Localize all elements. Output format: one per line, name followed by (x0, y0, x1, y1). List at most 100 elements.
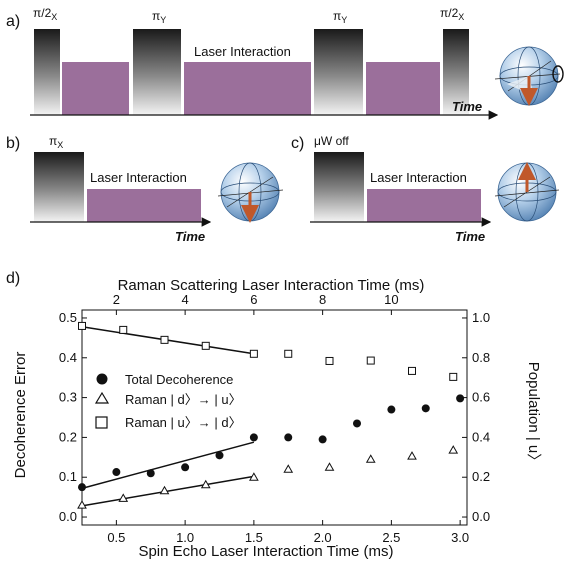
data-point-d-to-u (200, 479, 211, 489)
interaction-block-b (87, 189, 201, 222)
data-point-u-to-d (78, 321, 86, 330)
legend: Total Decoherence Raman | d〉→ | u〉 Raman… (94, 372, 242, 430)
data-point-total (181, 463, 190, 472)
y-right-tick-label: 0.6 (472, 390, 490, 405)
data-point-total (456, 394, 465, 403)
interaction-block-a2 (184, 62, 311, 115)
panel-c: c) μW off Laser Interaction Time (291, 134, 560, 244)
x-tick-label: 2.5 (382, 530, 400, 545)
pulse-pi-y-2 (314, 29, 363, 115)
data-point-total (318, 435, 327, 444)
interaction-block-a1 (62, 62, 129, 115)
panel-b-letter: b) (6, 135, 20, 152)
data-point-d-to-u (448, 445, 459, 454)
data-point-total (249, 433, 258, 442)
pulse-pi-half-x-1 (34, 29, 60, 115)
data-point-total (387, 405, 396, 414)
data-point-d-to-u (365, 454, 376, 463)
y-tick-label: 0.1 (59, 469, 77, 484)
bloch-sphere-a (494, 46, 564, 106)
legend-marker-d-to-u (94, 391, 110, 404)
y-right-tick-label: 0.0 (472, 509, 490, 524)
panel-d: d) 0.5 1.0 1.5 2.0 2.5 3.02 4 6 8 100.00.10.20.30… (6, 270, 542, 560)
y-right-tick-label: 1.0 (472, 310, 490, 325)
data-point-u-to-d (249, 349, 258, 358)
data-point-total (421, 404, 430, 413)
data-point-d-to-u (77, 500, 87, 509)
y-right-tick-label: 0.4 (472, 429, 490, 444)
interaction-label-b: Laser Interaction (90, 170, 187, 185)
x-top-axis-title: Raman Scattering Laser Interaction Time … (118, 277, 425, 294)
y-axis-title: Decoherence Error (12, 352, 29, 479)
bloch-sphere-c (494, 162, 560, 222)
x-axis-title: Spin Echo Laser Interaction Time (ms) (138, 543, 393, 560)
panel-d-letter: d) (6, 270, 20, 287)
data-point-u-to-d (119, 325, 128, 334)
pulse-label-c: μW off (314, 134, 349, 148)
x-tick-label: 1.0 (176, 530, 194, 545)
pulse-uw-off-c (314, 152, 364, 222)
y-tick-label: 0.0 (59, 509, 77, 524)
pulse-label-a2: πY (152, 9, 166, 25)
rotation-icon (552, 65, 564, 83)
panel-a: a) π/2X πY πY π/2X Laser Interaction Tim… (6, 6, 564, 120)
data-point-d-to-u (159, 485, 170, 495)
pulse-label-a1: π/2X (33, 6, 57, 22)
y-tick-label: 0.4 (59, 350, 77, 365)
top-tick-label: 4 (182, 292, 189, 307)
data-point-u-to-d (160, 335, 169, 344)
x-tick-label: 0.5 (107, 530, 125, 545)
legend-label-total: Total Decoherence (125, 372, 233, 387)
top-tick-label: 6 (250, 292, 257, 307)
fit-line-filled-circle (81, 441, 255, 490)
panel-a-letter: a) (6, 13, 20, 30)
legend-label-d-to-u: Raman | d〉→ | u〉 (125, 392, 242, 407)
chart-layer: 0.5 1.0 1.5 2.0 2.5 3.0 2 4 6 8 10 0.0 0.1 0.2 0.3 0.4 0… (59, 292, 490, 545)
pulse-label-b: πX (49, 134, 63, 150)
data-point-total (353, 419, 361, 428)
data-point-d-to-u (249, 472, 259, 481)
x-tick-label: 1.5 (245, 530, 263, 545)
time-label-c: Time (455, 229, 485, 244)
data-point-d-to-u (324, 462, 335, 471)
y-tick-label: 0.5 (59, 310, 77, 325)
data-point-u-to-d (284, 349, 293, 358)
data-point-total (112, 468, 121, 477)
interaction-label-a: Laser Interaction (194, 44, 291, 59)
pulse-pi-half-x-2 (443, 29, 469, 115)
time-label-a: Time (452, 99, 482, 114)
pulse-label-a3: πY (333, 9, 347, 25)
data-point-total (284, 433, 293, 442)
legend-marker-total (96, 373, 108, 385)
pulse-label-a4: π/2X (440, 6, 464, 22)
interaction-block-c (367, 189, 481, 222)
fit-line-open-triangle (81, 475, 255, 507)
legend-marker-u-to-d (95, 416, 108, 429)
y-right-axis-title: Population | u〉 (525, 362, 542, 468)
top-tick-label: 2 (113, 292, 120, 307)
bloch-sphere-b (217, 162, 284, 223)
y-right-tick-label: 0.2 (472, 469, 490, 484)
time-label-b: Time (175, 229, 205, 244)
data-point-u-to-d (201, 341, 210, 350)
data-point-total (215, 451, 224, 460)
top-tick-label: 8 (319, 292, 326, 307)
legend-label-u-to-d: Raman | u〉→ | d〉 (125, 415, 242, 430)
data-point-d-to-u (118, 493, 129, 502)
data-point-u-to-d (449, 372, 458, 381)
interaction-block-a3 (366, 62, 440, 115)
plot-frame (81, 309, 468, 526)
x-tick-label: 2.0 (314, 530, 332, 545)
pulse-pi-y-1 (133, 29, 181, 115)
y-right-tick-label: 0.8 (472, 350, 490, 365)
interaction-label-c: Laser Interaction (370, 170, 467, 185)
pulse-pi-x-b (34, 152, 84, 222)
data-point-u-to-d (325, 356, 334, 365)
data-point-d-to-u (283, 464, 294, 473)
data-point-u-to-d (408, 366, 416, 375)
panel-b: b) πX Laser Interaction Time (6, 134, 284, 244)
data-point-total (146, 469, 155, 478)
top-tick-label: 10 (384, 292, 398, 307)
data-point-u-to-d (366, 356, 375, 365)
